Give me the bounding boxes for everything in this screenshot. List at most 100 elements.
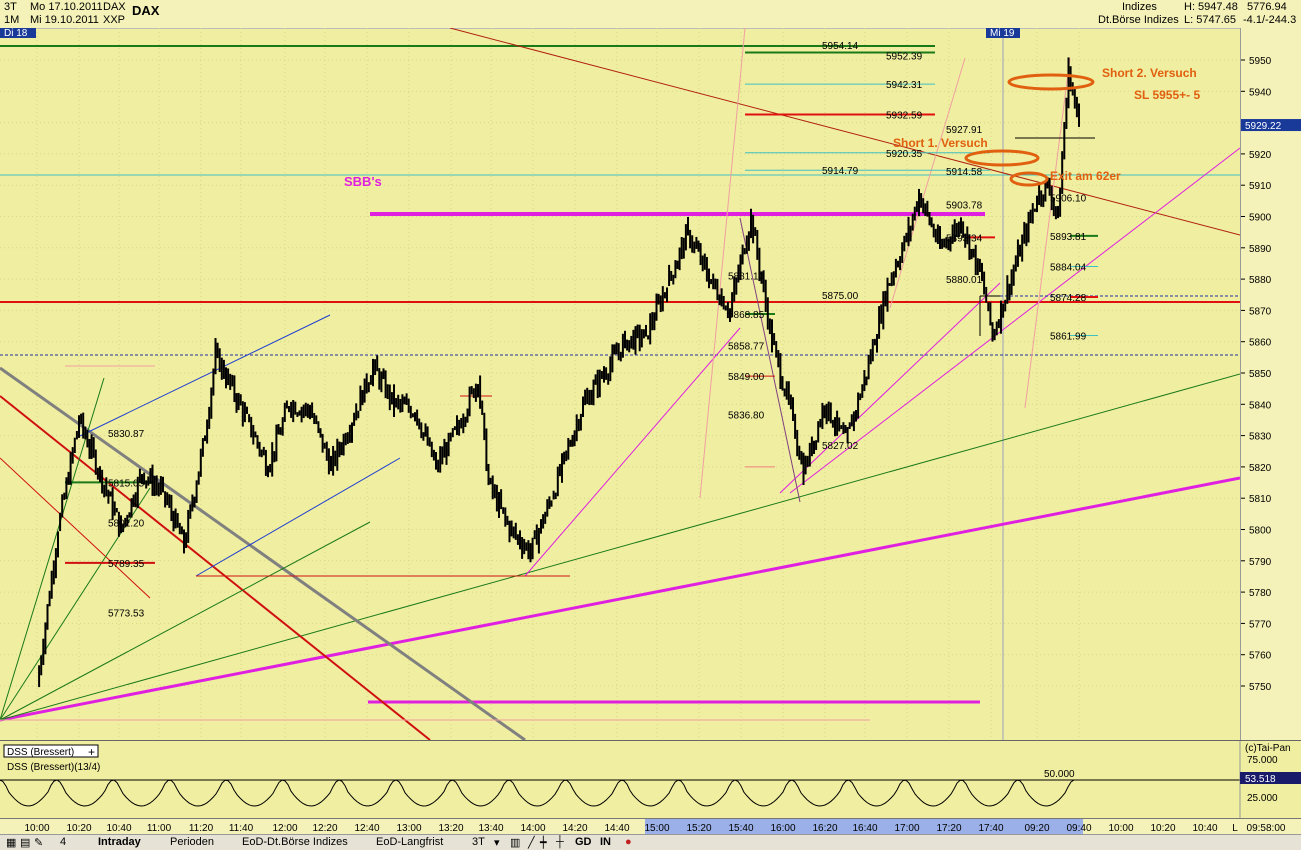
magenta-up-3	[779, 282, 1001, 494]
level-label: 5773.53	[108, 608, 145, 619]
y-tick-label: 5830	[1249, 432, 1272, 443]
fib-line	[739, 217, 801, 503]
tab-eod-langfrist[interactable]: EoD-Langfrist	[376, 836, 444, 848]
level-label: 5914.79	[822, 166, 859, 177]
annotation-exit: Exit am 62er	[1050, 169, 1121, 183]
y-tick-label: 5880	[1249, 275, 1272, 286]
indicator-tick-75: 75.000	[1247, 755, 1278, 766]
y-tick-label: 5850	[1249, 369, 1272, 380]
line-chart-icon[interactable]: ╱	[528, 837, 535, 849]
high-value: H: 5947.48	[1184, 1, 1238, 13]
indicator-value: 53.518	[1245, 774, 1276, 785]
x-tick-label: 09:20	[1024, 823, 1049, 834]
dss-curve	[0, 779, 1075, 807]
day-marker-1: Di 18	[4, 28, 28, 39]
indicator-add-icon: +	[88, 745, 95, 759]
x-tick-label: 17:40	[978, 823, 1003, 834]
y-tick-label: 5770	[1249, 619, 1272, 630]
x-tick-label: 12:20	[312, 823, 337, 834]
level-label: 5880.01	[946, 275, 983, 286]
grid: Di 18 Mi 19	[0, 28, 1240, 740]
y-tick-label: 5760	[1249, 651, 1272, 662]
bottom-toolbar: ▦ ▤ ✎ 4 Intraday Perioden EoD-Dt.Börse I…	[0, 834, 1301, 850]
x-tick-label: 16:00	[770, 823, 795, 834]
y-tick-label: 5840	[1249, 400, 1272, 411]
magenta-up-2	[789, 147, 1240, 494]
level-labels: 5954.14 5952.39 5942.31 5932.59 5927.91 5920.…	[108, 41, 1087, 619]
level-label: 5893.34	[946, 233, 983, 244]
exit-ellipse	[1009, 171, 1049, 187]
pink-line-2	[889, 57, 966, 309]
level-label: 5849.00	[728, 372, 765, 383]
date-2: Mi 19.10.2011	[30, 14, 99, 26]
short-1-ellipse	[964, 149, 1040, 167]
annotation-short-1: Short 1. Versuch	[893, 136, 988, 150]
level-label: 5815.05	[108, 478, 145, 489]
level-label: 5942.31	[886, 80, 923, 91]
interval-select[interactable]: 3T	[472, 836, 485, 848]
gd-button[interactable]: GD	[575, 836, 592, 848]
window-icon[interactable]: ▤	[20, 837, 31, 849]
chevron-down-icon[interactable]: ▾	[494, 837, 500, 849]
grid-icon[interactable]: ▦	[6, 837, 17, 849]
y-tick-label: 5800	[1249, 526, 1272, 537]
level-label: 5903.78	[946, 201, 983, 212]
y-tick-label: 5900	[1249, 213, 1272, 224]
low-value: L: 5747.65	[1184, 14, 1236, 26]
level-label: 5881.10	[728, 272, 765, 283]
color-icon[interactable]: ●	[625, 836, 632, 848]
x-tick-label: 14:40	[604, 823, 629, 834]
x-tick-label: 14:00	[520, 823, 545, 834]
tab-intraday[interactable]: Intraday	[98, 836, 141, 848]
level-label: 5802.20	[108, 519, 145, 530]
timeframe-1: 3T	[4, 1, 17, 13]
tab-perioden[interactable]: Perioden	[170, 836, 215, 848]
indicator-name: DSS (Bressert)	[7, 747, 74, 758]
x-tick-label: 12:00	[272, 823, 297, 834]
bar-chart-icon[interactable]: ▥	[510, 837, 521, 849]
annotation-sl: SL 5955+- 5	[1134, 88, 1200, 102]
y-tick-label: 5870	[1249, 306, 1272, 317]
chart-title: DAX	[132, 3, 160, 18]
tab-eod-dt[interactable]: EoD-Dt.Börse Indizes	[242, 836, 348, 848]
pen-icon[interactable]: ✎	[34, 837, 44, 849]
y-axis: 5750 5760 5770 5780 5790 5800 5810 5820 5830 5840…	[1240, 28, 1301, 740]
x-tick-label: 09:40	[1066, 823, 1091, 834]
level-label: 5874.28	[1050, 293, 1087, 304]
ohlc-icon[interactable]: ┼	[556, 836, 564, 848]
y-tick-label: 5910	[1249, 181, 1272, 192]
change-value: -4.1/-244.3	[1243, 14, 1297, 26]
date-1: Mo 17.10.2011	[30, 1, 103, 13]
y-tick-label: 5940	[1249, 87, 1272, 98]
level-label: 5858.77	[728, 342, 765, 353]
level-label: 5830.87	[108, 429, 145, 440]
current-price-label: 5929.22	[1245, 121, 1282, 132]
red-trend-thin	[0, 457, 151, 599]
dss-indicator-panel: DSS (Bressert) + DSS (Bressert)(13/4) 50.00…	[0, 740, 1301, 819]
indicator-level: 50.000	[1044, 769, 1075, 780]
exchange-label: Dt.Börse Indizes	[1098, 14, 1179, 26]
x-tick-label: 09:58:00	[1247, 823, 1286, 834]
pink-line-1	[699, 28, 746, 499]
candle-icon[interactable]: ┿	[540, 837, 547, 849]
pink-line-3	[1024, 57, 1071, 409]
x-tick-label: 10:40	[1192, 823, 1217, 834]
x-tick-label: 10:20	[66, 823, 91, 834]
x-tick-label: 15:20	[686, 823, 711, 834]
x-tick-label: 10:40	[106, 823, 131, 834]
x-tick-label: 10:20	[1150, 823, 1175, 834]
green-trend	[0, 373, 1240, 721]
x-tick-label: 11:40	[229, 823, 254, 834]
level-label: 5884.04	[1050, 262, 1087, 273]
level-label: 5906.10	[1050, 193, 1087, 204]
x-tick-label: 17:00	[894, 823, 919, 834]
symbol-2: XXP	[103, 14, 126, 26]
last-value: 5776.94	[1247, 1, 1287, 13]
y-tick-label: 5810	[1249, 494, 1272, 505]
x-tick-label: 16:20	[812, 823, 837, 834]
level-label: 5893.81	[1050, 232, 1087, 243]
level-label: 5875.00	[822, 291, 859, 302]
in-button[interactable]: IN	[600, 836, 611, 848]
price-chart[interactable]: Di 18 Mi 19 5954.145952.395942.315932.595…	[0, 28, 1240, 740]
day-marker-2: Mi 19	[990, 28, 1015, 39]
